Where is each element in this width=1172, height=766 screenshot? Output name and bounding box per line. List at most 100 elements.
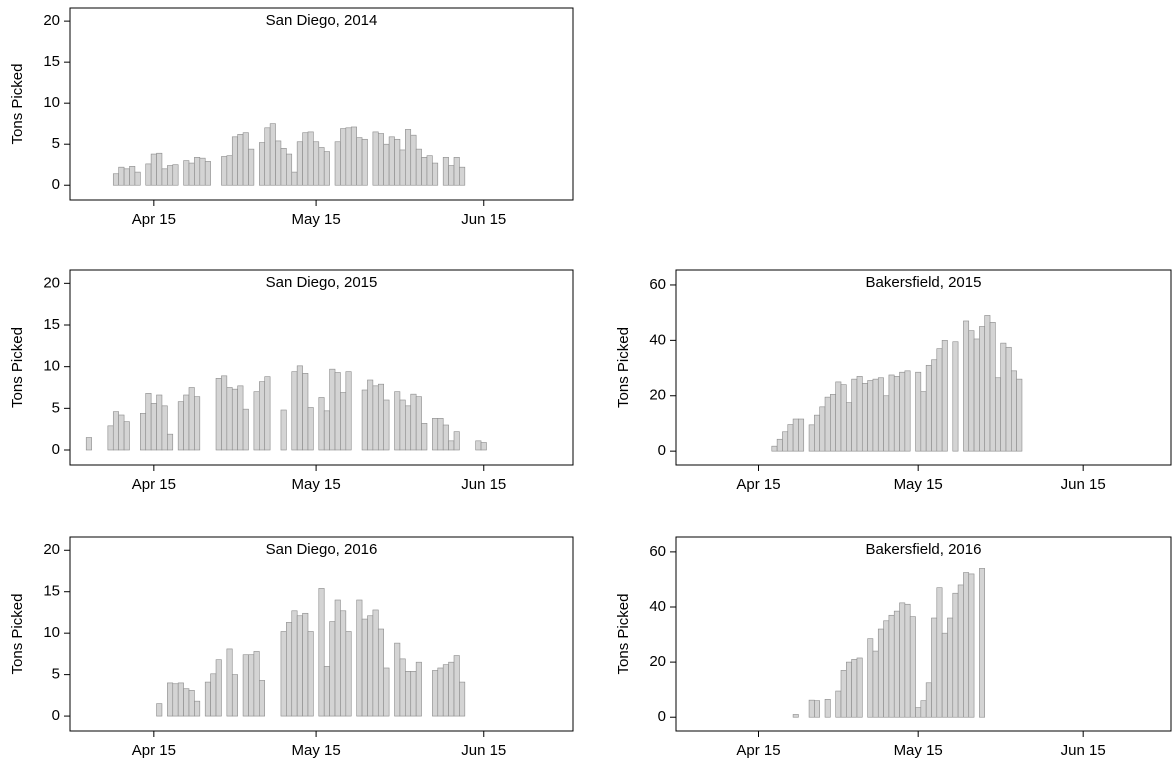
panel-title: San Diego, 2015 xyxy=(266,274,378,291)
bar xyxy=(840,384,847,452)
y-tick-label: 20 xyxy=(43,12,60,29)
bar xyxy=(323,666,330,717)
bar xyxy=(307,131,314,186)
bar xyxy=(226,387,233,451)
bar xyxy=(399,399,406,451)
bar xyxy=(177,401,184,451)
bar xyxy=(415,661,422,717)
bar xyxy=(172,164,179,186)
bar xyxy=(835,381,842,452)
bar xyxy=(920,391,927,452)
y-tick-label: 0 xyxy=(658,442,666,459)
bar xyxy=(372,609,379,717)
plot-frame xyxy=(69,7,574,201)
bar xyxy=(995,377,1001,452)
panel: San Diego, 2014 Tons Picked 0 5 10 15 20 Apr 15… xyxy=(9,7,574,228)
bar xyxy=(161,405,168,451)
y-tick-label: 10 xyxy=(43,624,60,641)
bar xyxy=(867,638,874,718)
bar xyxy=(172,683,179,717)
bar xyxy=(194,157,201,186)
x-tick-label: Jun 15 xyxy=(1061,476,1106,493)
bar xyxy=(264,127,271,186)
bar xyxy=(356,599,363,717)
bar xyxy=(459,681,466,717)
bar xyxy=(188,387,195,451)
bar xyxy=(388,136,395,186)
bar xyxy=(480,442,487,451)
bar xyxy=(936,348,943,452)
bar xyxy=(215,378,222,451)
bar xyxy=(453,655,460,717)
bar xyxy=(204,681,211,717)
x-tick-label: May 15 xyxy=(894,476,943,493)
bar xyxy=(286,622,293,717)
panel: San Diego, 2016 Tons Picked 0 5 10 15 20 Apr 15… xyxy=(9,536,574,759)
bar xyxy=(399,658,406,717)
bar xyxy=(888,614,895,718)
bar xyxy=(372,131,379,186)
bar xyxy=(302,132,309,186)
bar xyxy=(361,618,368,717)
bar xyxy=(361,138,368,186)
bar xyxy=(448,165,455,186)
bar xyxy=(415,396,422,451)
y-axis-label: Tons Picked xyxy=(615,327,632,408)
bar xyxy=(221,375,228,451)
bar xyxy=(329,368,336,451)
bar xyxy=(167,433,174,451)
y-tick-label: 40 xyxy=(649,598,666,615)
bar xyxy=(437,418,444,451)
bar xyxy=(861,382,868,452)
bar xyxy=(856,657,863,718)
bar xyxy=(840,670,847,718)
y-axis-label: Tons Picked xyxy=(9,594,26,675)
y-axis-label: Tons Picked xyxy=(9,327,26,408)
bar xyxy=(899,371,906,452)
bar xyxy=(952,341,959,452)
bar xyxy=(394,138,401,186)
bar xyxy=(888,374,895,452)
bar xyxy=(302,373,309,451)
y-tick-label: 20 xyxy=(649,387,666,404)
bar xyxy=(459,166,466,186)
bar xyxy=(129,166,136,186)
x-tick-label: Apr 15 xyxy=(132,742,176,759)
y-tick-label: 20 xyxy=(649,653,666,670)
bar xyxy=(1016,378,1023,452)
bar xyxy=(323,410,330,451)
bar xyxy=(329,621,336,717)
bar xyxy=(442,157,449,186)
bar xyxy=(345,371,352,451)
y-tick-label: 20 xyxy=(43,541,60,558)
bar xyxy=(134,171,141,186)
bar xyxy=(883,395,890,452)
bar xyxy=(920,700,927,718)
bar xyxy=(280,409,287,451)
bar xyxy=(814,700,821,718)
bar xyxy=(405,129,412,186)
bar xyxy=(194,700,201,717)
bar xyxy=(118,414,125,451)
bar xyxy=(968,330,975,452)
bar xyxy=(361,389,368,451)
bar xyxy=(448,661,455,717)
y-tick-label: 5 xyxy=(52,399,60,416)
bar xyxy=(851,378,858,452)
bar xyxy=(776,438,783,452)
y-tick-label: 20 xyxy=(43,274,60,291)
bar xyxy=(904,603,911,718)
x-tick-label: May 15 xyxy=(291,476,340,493)
y-tick-label: 0 xyxy=(52,176,60,193)
bar xyxy=(150,153,157,186)
y-tick-label: 5 xyxy=(52,135,60,152)
bar xyxy=(313,141,320,186)
bar xyxy=(112,411,119,451)
plot-frame xyxy=(675,536,1172,732)
plot-frame xyxy=(69,269,574,466)
y-tick-label: 40 xyxy=(649,331,666,348)
bar xyxy=(1005,346,1012,452)
bar xyxy=(475,440,482,451)
